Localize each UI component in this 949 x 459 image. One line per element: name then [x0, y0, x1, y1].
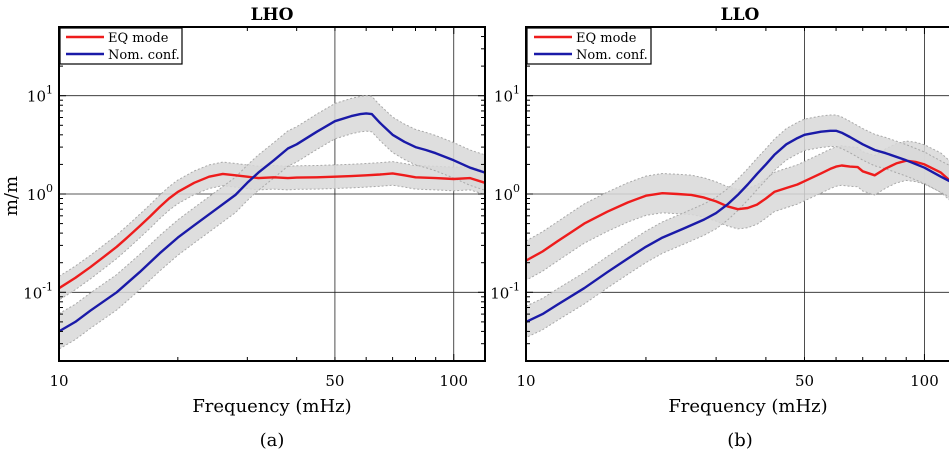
panel-caption: (a)	[260, 430, 285, 451]
series-line-eq-mode	[526, 159, 949, 262]
legend-box	[526, 27, 652, 65]
x-axis-label: Frequency (mHz)	[192, 396, 351, 417]
legend-label-eq-mode: EQ mode	[576, 31, 637, 46]
legend-label-eq-mode: EQ mode	[108, 31, 169, 46]
x-tick-labels: 10 50 100	[49, 372, 468, 390]
series-band-nom-conf	[526, 114, 949, 339]
y-tick-label: 10-1	[490, 280, 520, 302]
y-tick-label: 101	[27, 84, 53, 106]
x-tick-label: 50	[795, 372, 814, 390]
chart-title: LLO	[721, 5, 760, 25]
plot-content	[59, 95, 485, 350]
legend-box	[59, 27, 183, 65]
series-band-nom-conf	[59, 95, 485, 350]
series-line-nom-conf	[526, 129, 949, 324]
x-tick-label: 10	[49, 372, 68, 390]
y-tick-label: 101	[494, 84, 520, 106]
tick-marks	[525, 26, 925, 362]
series-line-nom-conf	[59, 112, 485, 333]
x-axis-label: Frequency (mHz)	[668, 396, 827, 417]
legend: EQ mode Nom. conf.	[59, 27, 183, 65]
y-tick-labels: 10-1 100 101	[490, 84, 520, 303]
y-tick-labels: 10-1 100 101	[23, 84, 53, 303]
x-tick-label: 100	[439, 372, 468, 390]
chart-title: LHO	[251, 5, 294, 25]
panel-caption: (b)	[727, 430, 753, 451]
x-tick-label: 50	[325, 372, 344, 390]
x-tick-labels: 10 50 100	[516, 372, 938, 390]
y-tick-label: 100	[494, 182, 520, 204]
plot-content	[526, 114, 949, 339]
y-tick-label: 10-1	[23, 280, 53, 302]
series-band-eq-mode	[59, 161, 485, 301]
chart-panel-b: 10 50 100 10-1 100 101 LLO Frequency (mHz) (…	[490, 5, 949, 451]
y-axis-label: m/m	[1, 176, 22, 216]
chart-panel-a: 10 50 100 10-1 100 101 LHO Frequency (mHz) m…	[1, 5, 486, 451]
legend-label-nom-conf: Nom. conf.	[108, 48, 180, 63]
y-tick-label: 100	[27, 182, 53, 204]
legend: EQ mode Nom. conf.	[526, 27, 652, 65]
x-tick-label: 100	[910, 372, 939, 390]
legend-label-nom-conf: Nom. conf.	[576, 48, 648, 63]
x-tick-label: 10	[516, 372, 535, 390]
tick-marks	[58, 26, 485, 362]
